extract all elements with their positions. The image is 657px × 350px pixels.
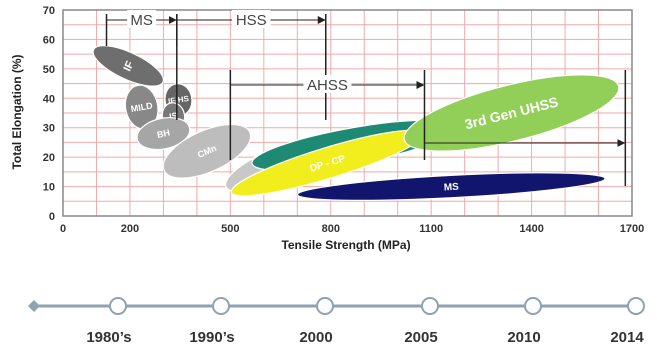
y-tick-label: 30 — [43, 123, 55, 135]
y-tick-label: 10 — [43, 182, 55, 194]
timeline-label: 2000 — [299, 329, 332, 346]
y-tick-label: 0 — [49, 211, 55, 223]
x-tick-label: 1700 — [620, 223, 644, 235]
x-tick-label: 800 — [322, 223, 340, 235]
grade-label: IS — [168, 110, 178, 121]
timeline-label: 2005 — [404, 329, 437, 346]
timeline-label: 2010 — [507, 329, 540, 346]
timeline-node — [316, 297, 334, 315]
region-label: AHSS — [307, 77, 348, 94]
timeline-start-diamond — [28, 300, 40, 312]
x-tick-label: 1400 — [519, 223, 543, 235]
plot-border — [62, 9, 633, 217]
x-tick-label: 500 — [221, 223, 239, 235]
x-tick-label: 200 — [121, 223, 139, 235]
grade-ellipse — [136, 117, 191, 151]
timeline-node — [524, 297, 542, 315]
y-tick-label: 20 — [43, 152, 55, 164]
region-label: MS — [130, 12, 153, 29]
region-label-bg — [232, 10, 271, 28]
grade-ellipse — [403, 74, 620, 152]
y-tick-label: 70 — [43, 5, 55, 17]
grade-label: BH — [156, 128, 171, 140]
region-label: HSS — [236, 12, 267, 29]
timeline-node — [109, 297, 127, 315]
timeline-node — [627, 297, 645, 315]
axes: Tensile Strength (MPa) Total Elongation … — [10, 5, 644, 252]
timeline-node — [421, 297, 439, 315]
grade-ellipse — [162, 123, 252, 179]
y-axis-title: Total Elongation (%) — [10, 54, 24, 169]
y-tick-label: 50 — [43, 64, 55, 76]
x-tick-label: 1100 — [419, 223, 443, 235]
x-tick-label: 0 — [60, 223, 66, 235]
timeline-label: 2014 — [610, 329, 644, 346]
region-label-bg — [303, 75, 352, 93]
grade-label: IF-HS — [168, 94, 191, 106]
strength-region-markers: MS HSS AHSS — [105, 10, 627, 186]
timeline-label: 1980’s — [86, 329, 131, 346]
grade-ellipse — [296, 172, 606, 201]
x-axis-title: Tensile Strength (MPa) — [281, 238, 410, 252]
y-tick-label: 40 — [43, 93, 55, 105]
timeline-label: 1990’s — [189, 329, 234, 346]
grade-label: MS — [444, 182, 460, 194]
region-label-bg — [127, 10, 157, 28]
grade-ellipse — [92, 45, 164, 87]
timeline-node — [212, 297, 230, 315]
timeline: 1980’s 1990’s 2000 2005 2010 2014 — [28, 297, 645, 346]
grade-label: MILD — [130, 100, 154, 114]
y-tick-label: 60 — [43, 34, 55, 46]
